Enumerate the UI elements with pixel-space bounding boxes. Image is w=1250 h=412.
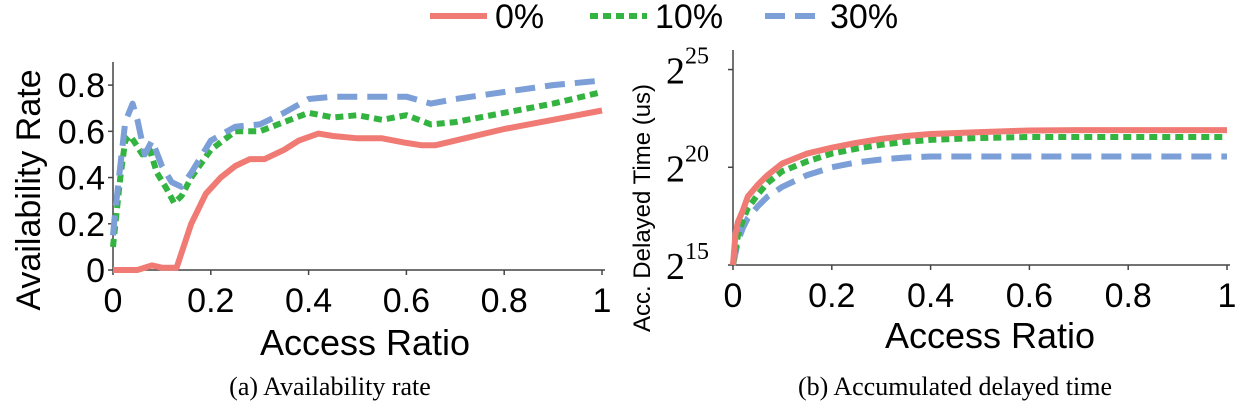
chart-b-ytick-base: 2 <box>666 148 685 190</box>
chart-a-xtick-label: 0.6 <box>383 282 430 320</box>
chart-b-caption: (b) Accumulated delayed time <box>798 372 1112 401</box>
chart-a-ylabel: Availability Rate <box>10 69 48 310</box>
chart-b-xtick-label: 0.4 <box>907 277 954 315</box>
legend-label-1: 10% <box>655 0 723 36</box>
chart-b-series <box>730 127 1227 266</box>
chart-b-xticks: 0 0.2 0.4 0.6 0.8 1 <box>724 265 1237 315</box>
chart-a-xtick-label: 0.2 <box>187 282 234 320</box>
chart-a-series-10pct <box>110 89 603 248</box>
chart-b-ytick-exponent: 20 <box>685 141 709 167</box>
chart-a-yticks: 0 0.2 0.4 0.6 0.8 <box>58 67 113 290</box>
chart-b-ytick-base: 2 <box>666 51 685 93</box>
chart-a-ytick-label: 0.2 <box>58 206 105 244</box>
chart-b-ytick-base: 2 <box>666 246 685 288</box>
chart-b-ytick-label: 2 20 <box>666 141 709 190</box>
chart-b-series-30pct <box>730 153 1227 266</box>
chart-b-ytick-label: 2 25 <box>666 44 709 93</box>
legend: 0% 10% 30% <box>430 0 898 36</box>
chart-a-xticks: 0 0.2 0.4 0.6 0.8 1 <box>104 270 612 320</box>
chart-a-xlabel: Access Ratio <box>260 322 470 363</box>
chart-b-ytick-exponent: 15 <box>685 239 709 265</box>
chart-b-xtick-label: 0.2 <box>808 277 855 315</box>
chart-a: 0 0.2 0.4 0.6 0.8 1 0 0.2 0.4 0.6 0.8 Access Rati… <box>10 62 611 401</box>
chart-b-series-10pct <box>730 134 1227 266</box>
chart-a-caption: (a) Availability rate <box>229 372 431 401</box>
chart-a-series-30pct <box>110 77 603 236</box>
chart-b-ylabel: Acc. Delayed Time (us) <box>629 84 656 332</box>
chart-b-xtick-label: 0.8 <box>1105 277 1152 315</box>
chart-a-xtick-label: 0 <box>104 282 123 320</box>
chart-b-ytick-label: 2 15 <box>666 239 709 288</box>
chart-b: 0 0.2 0.4 0.6 0.8 1 2 152 202 25 Access Ratio Ac… <box>629 44 1236 401</box>
chart-b-xlabel: Access Ratio <box>885 315 1095 356</box>
chart-a-ytick-label: 0.8 <box>58 67 105 105</box>
chart-a-ytick-label: 0 <box>86 252 105 290</box>
chart-b-xtick-label: 0.6 <box>1006 277 1053 315</box>
chart-a-ytick-label: 0.4 <box>58 160 105 198</box>
chart-a-xtick-label: 1 <box>593 282 612 320</box>
chart-a-series-0pct <box>113 107 603 273</box>
chart-b-series-0pct <box>730 127 1227 266</box>
chart-a-ytick-label: 0.6 <box>58 113 105 151</box>
chart-a-series <box>110 77 603 273</box>
chart-b-ytick-exponent: 25 <box>685 44 709 70</box>
chart-b-xtick-label: 1 <box>1218 277 1237 315</box>
chart-a-xtick-label: 0.8 <box>481 282 528 320</box>
legend-label-0: 0% <box>495 0 544 36</box>
chart-b-yticks: 2 152 202 25 <box>666 44 733 288</box>
legend-label-2: 30% <box>830 0 898 36</box>
chart-b-xtick-label: 0 <box>724 277 743 315</box>
chart-a-xtick-label: 0.4 <box>285 282 332 320</box>
